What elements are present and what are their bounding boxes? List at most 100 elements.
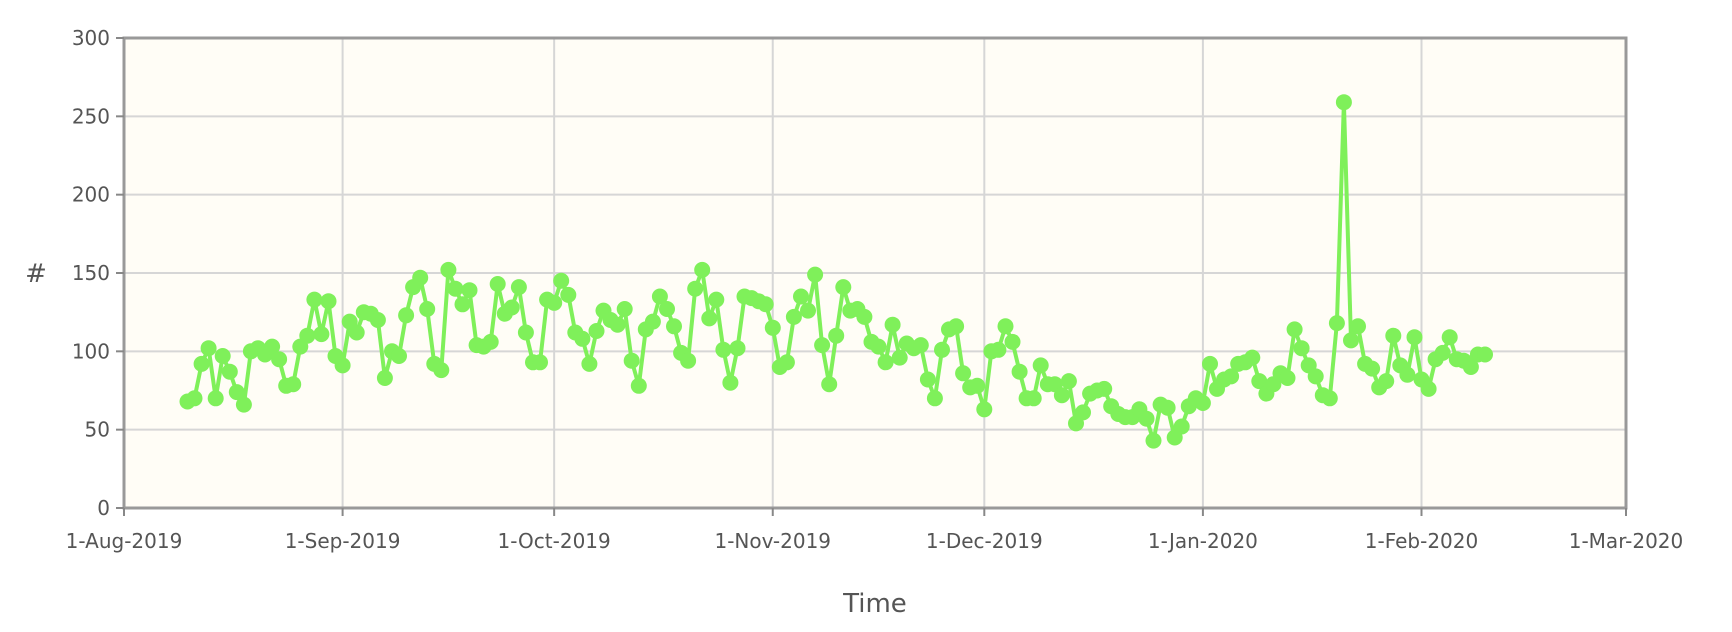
data-point xyxy=(708,291,725,308)
data-point xyxy=(517,324,534,341)
x-tick-label: 1-Sep-2019 xyxy=(285,529,401,553)
data-point xyxy=(313,326,330,343)
data-point xyxy=(482,333,499,350)
data-point xyxy=(1096,380,1113,397)
data-point xyxy=(264,338,281,355)
data-point xyxy=(320,293,337,310)
data-point xyxy=(376,370,393,386)
data-point xyxy=(419,301,436,317)
data-point xyxy=(574,330,591,347)
data-point xyxy=(560,286,577,303)
data-point xyxy=(334,357,351,374)
data-point xyxy=(680,352,697,369)
data-point xyxy=(990,341,1007,358)
x-tick-label: 1-Mar-2020 xyxy=(1569,529,1684,553)
y-tick-label: 0 xyxy=(97,496,110,520)
data-point xyxy=(1244,349,1261,366)
y-tick-label: 250 xyxy=(72,104,110,128)
data-point xyxy=(884,316,901,333)
data-point xyxy=(1223,368,1240,385)
data-point xyxy=(1138,410,1155,427)
data-point xyxy=(454,296,471,313)
data-point xyxy=(299,327,316,344)
data-point xyxy=(919,371,936,388)
data-point xyxy=(764,319,781,336)
data-point xyxy=(440,261,457,278)
data-point xyxy=(489,276,506,292)
data-point xyxy=(912,337,929,354)
data-point xyxy=(1385,327,1402,344)
x-tick-label: 1-Aug-2019 xyxy=(66,529,183,553)
x-tick-label: 1-Jan-2020 xyxy=(1148,529,1258,553)
data-point xyxy=(1477,346,1493,363)
data-point xyxy=(1060,373,1077,390)
data-point xyxy=(214,348,231,364)
data-point xyxy=(1343,332,1359,349)
data-point xyxy=(546,294,563,311)
series-points xyxy=(179,94,1493,449)
data-point xyxy=(701,310,718,327)
data-point xyxy=(532,354,548,371)
data-point xyxy=(1399,366,1416,383)
data-point xyxy=(934,341,950,358)
x-tick-label: 1-Nov-2019 xyxy=(714,529,831,553)
data-point xyxy=(1173,418,1190,435)
data-point xyxy=(623,352,640,369)
data-point xyxy=(1350,318,1366,335)
data-point xyxy=(856,308,873,325)
data-point xyxy=(186,390,203,407)
y-tick-label: 150 xyxy=(72,261,110,285)
data-point xyxy=(1075,404,1091,421)
data-point xyxy=(891,349,908,366)
data-point xyxy=(433,362,450,379)
data-point xyxy=(785,308,802,325)
x-tick-label: 1-Feb-2020 xyxy=(1365,529,1478,553)
data-point xyxy=(1286,321,1303,338)
data-point xyxy=(1011,363,1028,380)
x-tick-label: 1-Dec-2019 xyxy=(926,529,1043,553)
data-point xyxy=(926,390,943,407)
data-point xyxy=(793,288,809,305)
data-point xyxy=(800,302,816,319)
data-point xyxy=(285,376,302,393)
data-point xyxy=(1321,390,1338,407)
data-point xyxy=(1032,357,1049,374)
data-point xyxy=(828,327,845,344)
data-point xyxy=(1145,432,1162,449)
data-point xyxy=(1434,344,1451,361)
data-point xyxy=(207,390,224,407)
data-point xyxy=(630,377,647,394)
data-point xyxy=(948,318,965,335)
data-point xyxy=(1328,315,1345,332)
data-point xyxy=(877,354,894,371)
x-axis: 1-Aug-2019 1-Sep-2019 1-Oct-2019 1-Nov-2019… xyxy=(66,508,1684,553)
data-point xyxy=(870,338,887,355)
data-point xyxy=(306,291,323,308)
data-point xyxy=(1307,368,1324,385)
data-point xyxy=(271,351,288,368)
data-point xyxy=(391,348,407,364)
data-point xyxy=(722,374,739,391)
data-point xyxy=(1462,359,1479,375)
data-point xyxy=(1279,370,1296,386)
data-point xyxy=(369,312,386,328)
data-point xyxy=(503,299,520,316)
data-point xyxy=(1194,395,1211,411)
data-point xyxy=(616,301,633,317)
data-point xyxy=(1335,94,1352,111)
data-point xyxy=(1251,373,1268,390)
data-point xyxy=(447,280,464,297)
data-point xyxy=(1025,390,1042,407)
data-point xyxy=(807,266,824,283)
y-tick-label: 50 xyxy=(85,418,110,442)
y-axis-title: # xyxy=(25,259,47,289)
data-point xyxy=(228,384,245,401)
x-axis-title: Time xyxy=(842,589,907,619)
y-tick-label: 300 xyxy=(72,26,110,50)
data-point xyxy=(553,272,570,289)
data-point xyxy=(221,363,238,380)
data-point xyxy=(1406,329,1423,346)
data-point xyxy=(1378,373,1395,390)
data-point xyxy=(715,341,732,358)
